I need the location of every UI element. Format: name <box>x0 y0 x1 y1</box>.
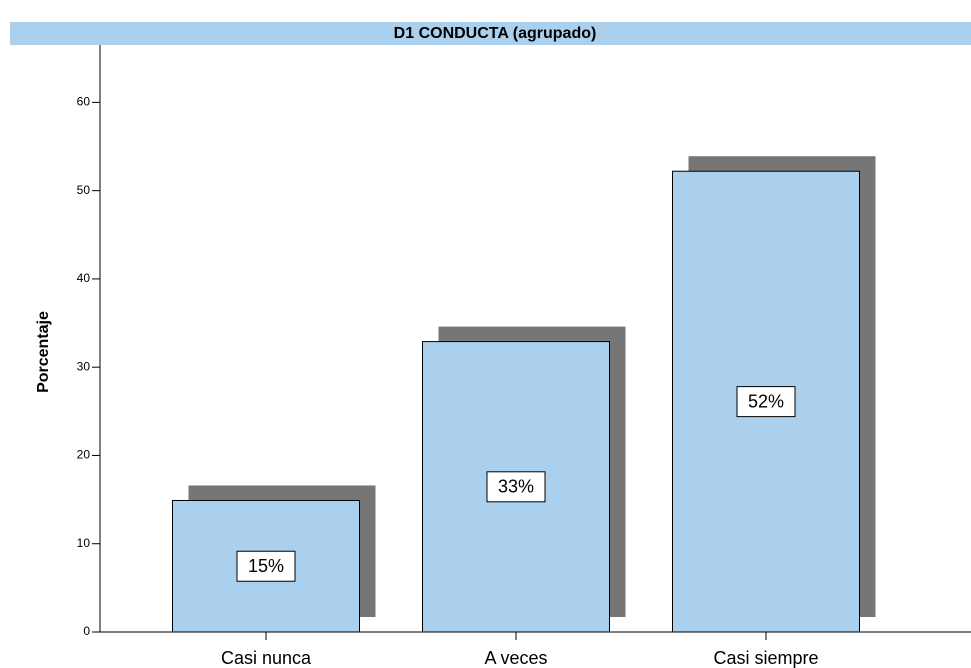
value-label: 52% <box>748 391 784 411</box>
value-label-box <box>236 550 296 582</box>
y-tick-label: 30 <box>77 359 91 373</box>
x-tick-label: A veces <box>484 648 547 668</box>
chart-title: D1 CONDUCTA (agrupado) <box>394 25 597 42</box>
y-tick-label: 20 <box>77 448 91 462</box>
value-label: 33% <box>498 477 534 497</box>
y-tick-label: 0 <box>83 624 90 638</box>
y-tick-label: 50 <box>77 183 91 197</box>
y-tick-label: 60 <box>77 95 91 109</box>
value-label-box <box>486 471 546 503</box>
title-band <box>10 22 971 45</box>
y-tick-label: 40 <box>77 271 91 285</box>
value-label: 15% <box>248 556 284 576</box>
y-tick-label: 10 <box>77 536 91 550</box>
x-tick-label: Casi nunca <box>221 648 312 668</box>
value-label-box <box>736 386 796 418</box>
x-tick-label: Casi siempre <box>713 648 818 668</box>
y-axis-label: Porcentaje <box>35 311 52 393</box>
